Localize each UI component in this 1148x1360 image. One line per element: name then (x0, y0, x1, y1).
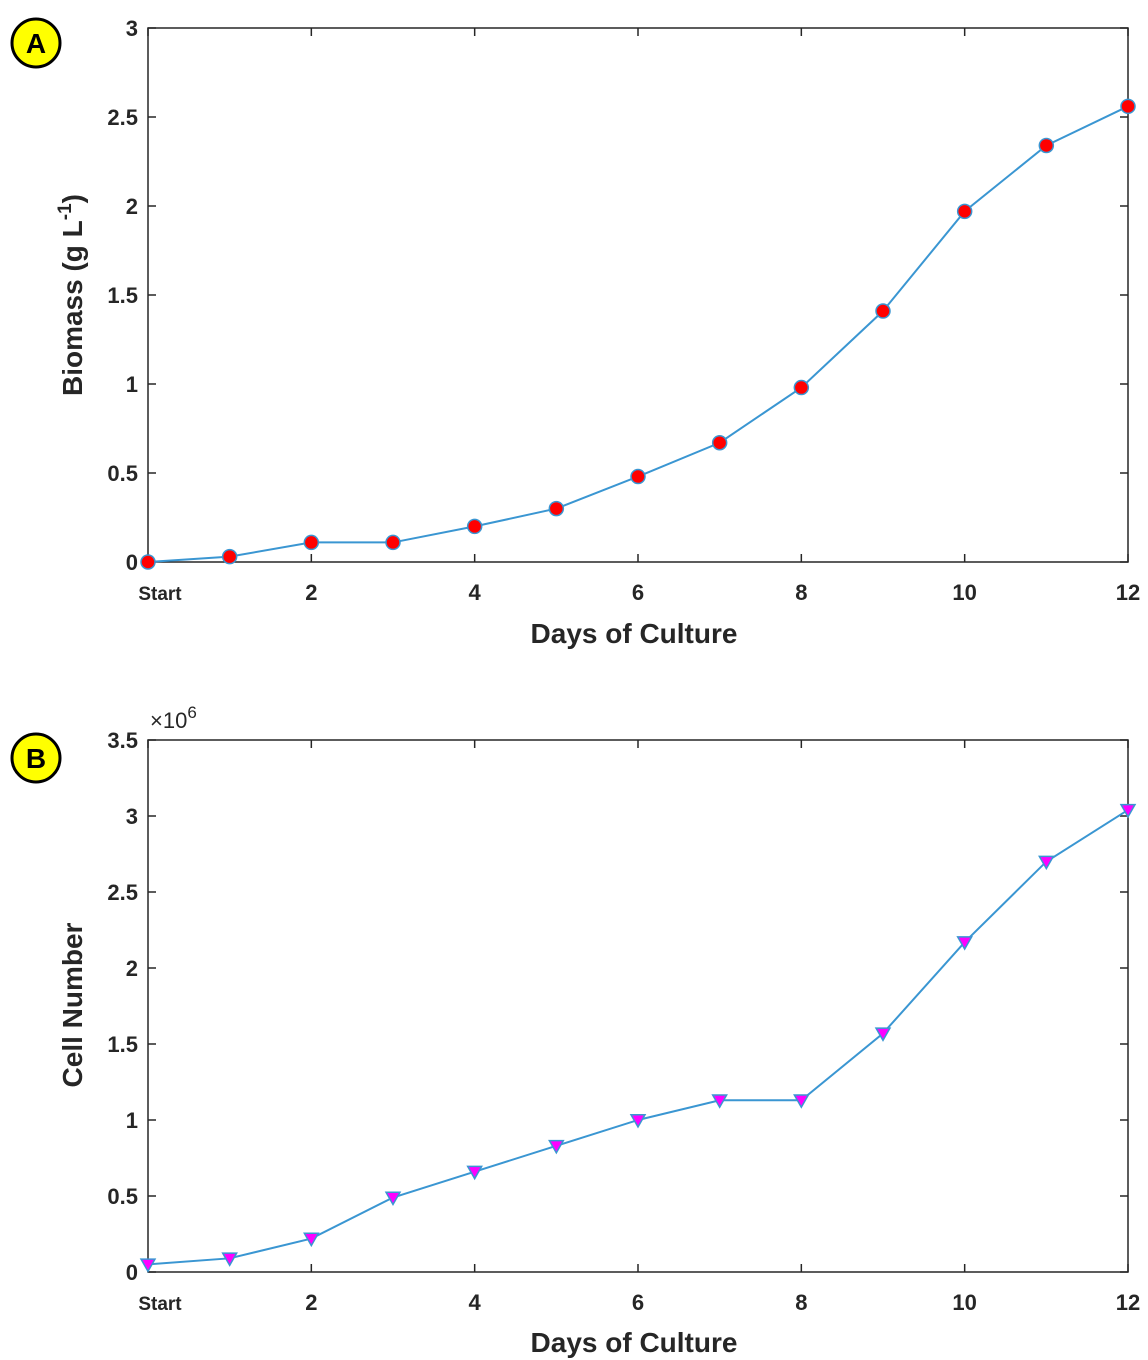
panel-b-x-axis-title: Days of Culture (531, 1327, 738, 1358)
y-tick-label: 2 (126, 194, 138, 219)
x-tick-label: 4 (469, 1290, 482, 1315)
panel-b-badge: B (10, 732, 62, 784)
y-tick-label: 1.5 (107, 1032, 138, 1057)
panel-b: B ×106 Start 2 4 6 8 10 12 00.511.522.533.5 Da… (10, 703, 1140, 1358)
panel-b-exponent-label: ×106 (150, 703, 197, 733)
x-tick-label: 8 (795, 1290, 807, 1315)
data-point (875, 303, 891, 319)
series-line (147, 809, 1129, 1266)
y-tick-label: 0 (126, 550, 138, 575)
x-tick-label: 10 (952, 580, 976, 605)
data-point (793, 379, 810, 396)
y-tick-label: 1.5 (107, 283, 138, 308)
y-tick-label: 3.5 (107, 728, 138, 753)
data-point (1120, 98, 1136, 115)
data-point (629, 1114, 647, 1129)
data-point (221, 1252, 238, 1267)
data-point (1038, 855, 1055, 871)
y-tick-label: 1 (126, 1108, 138, 1133)
panel-a-y-axis-title-main: Biomass (g L (57, 220, 88, 396)
panel-a-badge-label: A (26, 28, 46, 59)
data-point (711, 434, 728, 451)
panel-b-exponent-sup: 6 (187, 703, 196, 722)
y-tick-label: 3 (126, 804, 138, 829)
panel-a-y-axis-title-tail: ) (57, 194, 88, 203)
panel-a-badge-circle (10, 17, 62, 69)
data-point (1038, 137, 1055, 154)
data-point (466, 1165, 483, 1181)
data-point (711, 1094, 728, 1109)
panel-a-y-ticks: 0 0.5 1 1.5 2 2.5 3 (107, 16, 1128, 575)
x-tick-label: Start (138, 584, 182, 605)
data-point (1119, 803, 1137, 819)
data-point (303, 534, 320, 551)
x-tick-label: 8 (795, 580, 807, 605)
x-tick-label: 6 (632, 580, 644, 605)
panel-b-exponent-base: ×10 (150, 708, 187, 733)
data-point (793, 1094, 810, 1109)
data-point (303, 1232, 320, 1248)
data-point (874, 1027, 892, 1042)
y-tick-label: 2.5 (107, 880, 138, 905)
panel-a-y-axis-title: Biomass (g L-1) (55, 194, 88, 396)
x-tick-label: 2 (305, 580, 317, 605)
data-point (548, 1139, 565, 1155)
x-tick-label: 10 (952, 1290, 976, 1315)
y-tick-label: 2.5 (107, 105, 138, 130)
data-point (630, 468, 646, 485)
panel-a-x-axis-title: Days of Culture (531, 618, 738, 649)
panel-a-y-axis-title-sup: -1 (55, 203, 76, 220)
y-tick-label: 2 (126, 956, 138, 981)
panel-b-badge-label: B (26, 743, 46, 774)
data-point (385, 534, 401, 551)
y-tick-label: 1 (126, 372, 138, 397)
panel-b-y-axis-title: Cell Number (57, 922, 88, 1087)
x-tick-label: 4 (469, 580, 482, 605)
y-tick-label: 3 (126, 16, 138, 41)
data-point (548, 500, 565, 517)
data-point (221, 548, 238, 565)
panel-a-series (140, 98, 1136, 570)
data-point (384, 1191, 402, 1207)
panel-b-y-ticks: 0 0.5 1 1.5 2 2.5 3 3.5 (107, 728, 1128, 1285)
x-tick-label: 6 (632, 1290, 644, 1315)
panel-a-x-ticks: Start 2 4 6 8 10 12 (138, 28, 1140, 605)
panel-a-badge: A (10, 17, 62, 69)
y-tick-label: 0.5 (107, 461, 138, 486)
panel-b-badge-circle (10, 732, 62, 784)
y-tick-label: 0.5 (107, 1184, 138, 1209)
x-tick-label: Start (138, 1294, 182, 1315)
data-point (139, 1258, 157, 1273)
x-tick-label: 12 (1116, 1290, 1140, 1315)
data-point (956, 936, 973, 951)
series-line (147, 105, 1129, 563)
data-point (956, 203, 973, 220)
data-point (466, 518, 483, 535)
panel-b-plot-area (147, 739, 1129, 1273)
x-tick-label: 2 (305, 1290, 317, 1315)
panel-b-x-ticks: Start 2 4 6 8 10 12 (138, 740, 1140, 1315)
panel-b-series (139, 803, 1137, 1273)
panel-a: A Start 2 4 6 8 10 12 0 0.5 1 1.5 2 2.5 3 Days of Cu… (10, 16, 1140, 649)
data-point (140, 554, 156, 570)
y-tick-label: 0 (126, 1260, 138, 1285)
x-tick-label: 12 (1116, 580, 1140, 605)
